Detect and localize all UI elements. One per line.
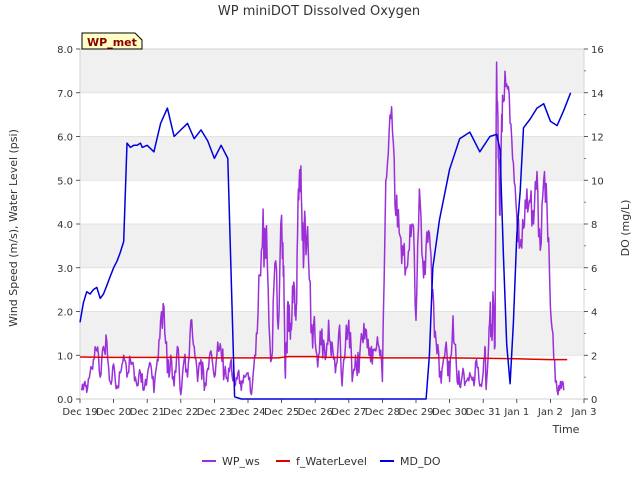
x-tick-label: Dec 22 [163, 407, 198, 418]
x-tick-label: Dec 30 [432, 407, 467, 418]
y-tick-label-right: 0 [591, 395, 597, 406]
y-tick-label-right: 6 [591, 264, 597, 275]
x-tick-label: Jan 3 [571, 407, 597, 418]
x-tick-label: Dec 31 [466, 407, 501, 418]
x-tick-label: Dec 20 [96, 407, 131, 418]
legend-label: WP_ws [222, 455, 260, 468]
badge: WP_met [81, 32, 143, 50]
y-tick-label-right: 14 [591, 89, 604, 100]
y-tick-label-right: 12 [591, 133, 604, 144]
chart-title: WP miniDOT Dissolved Oxygen [218, 4, 420, 19]
x-tick-label: Dec 27 [331, 407, 366, 418]
x-tick-label: Dec 25 [264, 407, 299, 418]
y-tick-label-right: 2 [591, 351, 597, 362]
y-tick-label-left: 8.0 [57, 45, 73, 56]
x-tick-label: Dec 24 [230, 407, 265, 418]
x-tick-label: Dec 21 [130, 407, 165, 418]
y-tick-label-left: 3.0 [57, 264, 73, 275]
y-tick-label-right: 8 [591, 220, 597, 231]
y-tick-label-right: 4 [591, 308, 597, 319]
band [80, 224, 584, 268]
badge-label: WP_met [87, 36, 137, 49]
band [80, 49, 584, 93]
y-tick-label-left: 6.0 [57, 133, 73, 144]
y-tick-label-right: 10 [591, 176, 604, 187]
series-line-f-waterlevel [79, 355, 568, 361]
legend-label: MD_DO [400, 455, 441, 468]
x-axis-label: Time [552, 423, 580, 436]
series-lines [79, 61, 572, 400]
y-tick-label-left: 7.0 [57, 89, 73, 100]
series-line-md-do [79, 92, 572, 400]
y-tick-label-left: 2.0 [57, 308, 73, 319]
y-tick-label-left: 4.0 [57, 220, 73, 231]
y-axis-label-right: DO (mg/L) [619, 200, 632, 257]
y-tick-label-left: 1.0 [57, 351, 73, 362]
y-tick-label-left: 5.0 [57, 176, 73, 187]
x-tick-label: Jan 2 [537, 407, 563, 418]
y-axis-label-left: Wind Speed (m/s), Water Level (psi) [7, 129, 20, 327]
y-tick-label-right: 16 [591, 45, 604, 56]
x-tick-label: Jan 1 [503, 407, 529, 418]
x-tick-label: Dec 26 [298, 407, 333, 418]
x-tick-label: Dec 23 [197, 407, 232, 418]
series-line-wp-ws [80, 61, 565, 396]
legend: WP_ws f_WaterLevel MD_DO [202, 455, 441, 468]
x-tick-label: Dec 28 [365, 407, 400, 418]
legend-label: f_WaterLevel [296, 455, 367, 468]
x-tick-label: Dec 19 [62, 407, 97, 418]
x-tick-label: Dec 29 [398, 407, 433, 418]
axes: 0.0 1.0 2.0 3.0 4.0 5.0 6.0 7.0 8.0 0 2 4 6 8 10 12 14 16… [57, 45, 604, 418]
badge-box [81, 32, 143, 50]
y-tick-label-left: 0.0 [57, 395, 73, 406]
